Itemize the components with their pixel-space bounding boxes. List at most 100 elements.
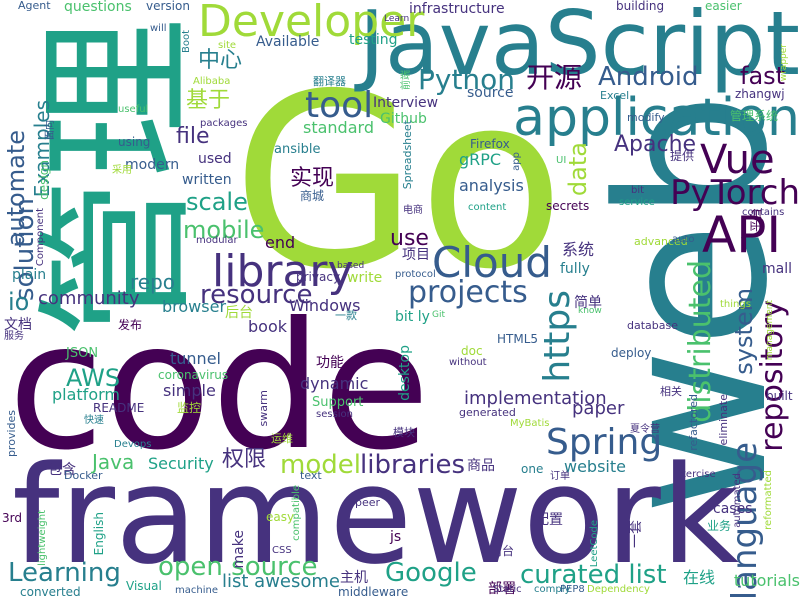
cloud-word-129: make — [231, 530, 247, 569]
cloud-word-160: service — [619, 197, 655, 208]
cloud-word-170: packages — [200, 118, 248, 129]
cloud-word-25: curated list — [520, 560, 667, 590]
cloud-word-104: 功能 — [316, 355, 344, 371]
cloud-word-172: site — [218, 40, 237, 51]
cloud-word-192: 采用 — [112, 165, 132, 176]
cloud-word-137: 监控 — [177, 401, 202, 415]
cloud-word-32: automate — [2, 130, 30, 247]
cloud-word-189: wrapper — [779, 44, 789, 82]
cloud-word-112: 配置 — [535, 512, 563, 528]
cloud-word-10: Vue — [700, 137, 775, 183]
cloud-word-82: 系统 — [562, 240, 595, 259]
cloud-word-176: using — [118, 135, 151, 149]
cloud-word-44: 权限 — [222, 447, 267, 472]
cloud-word-113: 商品 — [467, 458, 495, 474]
cloud-word-138: 运维 — [271, 432, 293, 445]
cloud-word-61: tunnel — [170, 349, 221, 368]
cloud-word-8: library — [212, 246, 354, 297]
cloud-word-188: secrets — [546, 199, 590, 213]
cloud-word-161: bit — [631, 185, 645, 196]
cloud-word-27: libraries — [360, 450, 466, 480]
cloud-word-98: database — [627, 319, 678, 332]
cloud-word-69: infrastructure — [409, 1, 505, 17]
cloud-word-91: JSON — [66, 346, 99, 361]
cloud-word-187: know — [578, 306, 602, 316]
cloud-word-87: desktop — [397, 345, 413, 401]
cloud-word-11: Cloud — [432, 238, 552, 287]
cloud-word-156: things — [720, 299, 751, 310]
cloud-word-70: questions — [64, 0, 132, 15]
cloud-word-99: advanced — [634, 235, 688, 248]
cloud-word-133: text — [300, 469, 322, 482]
cloud-word-136: generated — [459, 406, 516, 419]
cloud-word-26: Google — [385, 558, 477, 588]
cloud-word-13: https — [537, 290, 578, 383]
cloud-word-123: English — [92, 512, 106, 556]
cloud-word-135: session — [316, 409, 354, 420]
cloud-word-111: 主机 — [340, 570, 368, 586]
cloud-word-83: 商城 — [300, 189, 325, 203]
cloud-word-73: easier — [705, 0, 742, 13]
cloud-word-158: management — [765, 300, 775, 361]
cloud-word-37: data — [564, 142, 592, 197]
cloud-word-0: Go — [232, 42, 565, 322]
cloud-word-6: Developer — [198, 0, 425, 47]
cloud-word-85: bit ly — [395, 309, 430, 325]
cloud-word-35: scale — [186, 188, 248, 216]
cloud-word-164: 管理系统 — [730, 109, 779, 123]
cloud-word-17: PyTorch — [670, 173, 800, 213]
cloud-word-100: fully — [560, 261, 590, 277]
cloud-word-117: converted — [20, 585, 81, 599]
cloud-word-146: comply — [534, 584, 571, 595]
cloud-word-7: application — [513, 88, 800, 148]
cloud-word-29: Learning — [8, 558, 121, 588]
cloud-word-171: Boot — [181, 30, 192, 54]
cloud-word-141: Devops — [114, 439, 152, 450]
cloud-word-59: platform — [52, 385, 120, 404]
cloud-word-9: API — [702, 206, 782, 264]
cloud-word-120: plain — [12, 267, 47, 283]
cloud-word-194: UI — [556, 155, 567, 166]
cloud-word-168: 电商 — [403, 205, 423, 216]
cloud-word-110: 部署 — [488, 581, 516, 597]
cloud-word-47: 基于 — [186, 88, 231, 113]
cloud-word-140: 快速 — [84, 415, 104, 426]
cloud-word-51: implementation — [464, 388, 607, 409]
cloud-word-79: Interview — [373, 95, 439, 111]
cloud-word-109: 在线 — [683, 568, 716, 587]
cloud-word-195: 前端 — [401, 70, 412, 90]
cloud-word-166: 提供 — [670, 149, 695, 163]
cloud-word-86: mall — [762, 261, 792, 277]
cloud-word-84: HTML5 — [497, 332, 539, 346]
cloud-word-64: book — [248, 317, 287, 336]
cloud-word-152: eliminate — [717, 394, 730, 446]
cloud-word-97: deploy — [611, 346, 652, 360]
cloud-word-40: repo — [130, 270, 176, 294]
cloud-word-21: Android — [598, 62, 699, 92]
cloud-word-149: 前台 — [490, 544, 515, 558]
cloud-word-18: tool — [305, 85, 374, 126]
cloud-word-33: AWS — [66, 364, 121, 392]
cloud-word-177: design — [37, 160, 51, 200]
cloud-word-126: Exercise — [674, 469, 716, 480]
cloud-word-75: zhangwj — [735, 87, 785, 101]
cloud-word-143: LeetCode — [589, 520, 600, 568]
cloud-word-68: testing — [349, 32, 398, 48]
cloud-word-12: Spring — [546, 422, 663, 463]
cloud-word-20: 开源 — [526, 61, 583, 94]
cloud-word-130: easy — [266, 510, 295, 524]
cloud-word-67: Available — [256, 34, 320, 50]
cloud-word-131: CSS — [272, 545, 292, 556]
cloud-word-80: Github — [380, 111, 427, 127]
cloud-word-154: automated — [732, 473, 743, 528]
cloud-word-24: open source — [158, 552, 318, 582]
cloud-word-174: Learn — [384, 14, 410, 24]
cloud-word-56: website — [564, 457, 626, 476]
cloud-word-151: built — [766, 389, 793, 403]
cloud-word-139: 模块 — [393, 426, 415, 439]
cloud-word-34: mobile — [183, 216, 265, 244]
cloud-word-186: doc — [461, 344, 483, 358]
cloud-word-119: Visual — [126, 579, 162, 593]
cloud-word-92: modern — [125, 157, 180, 173]
cloud-word-142: MyBatis — [510, 418, 550, 429]
